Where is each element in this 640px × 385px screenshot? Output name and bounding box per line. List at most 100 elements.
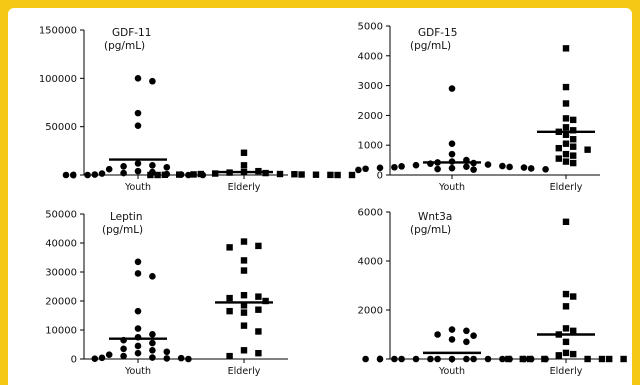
data-point-youth	[463, 355, 470, 363]
y-tick-label: 2000	[358, 111, 383, 122]
y-tick-label: 150000	[39, 26, 77, 37]
data-point-elderly	[226, 244, 233, 251]
data-point-youth	[62, 171, 70, 179]
data-point-youth	[520, 164, 528, 171]
data-point-youth	[120, 163, 127, 170]
data-point-youth	[134, 109, 142, 117]
x-tick-label: Youth	[124, 182, 151, 193]
data-point-elderly	[562, 158, 570, 165]
data-point-youth	[91, 355, 99, 363]
data-point-elderly	[570, 116, 577, 124]
data-point-elderly	[526, 355, 534, 363]
data-point-elderly	[240, 292, 248, 299]
data-point-youth	[134, 349, 142, 357]
data-point-elderly	[240, 347, 248, 354]
data-point-youth	[463, 163, 470, 170]
data-point-elderly	[562, 100, 570, 107]
data-point-youth	[134, 122, 142, 129]
data-point-youth	[463, 338, 470, 346]
data-point-elderly	[312, 171, 320, 178]
data-point-youth	[448, 326, 456, 333]
data-point-elderly	[570, 327, 577, 335]
chart-title: Leptin	[110, 211, 142, 223]
y-tick-label: 40000	[45, 239, 77, 250]
data-point-youth	[542, 166, 549, 173]
x-tick-label: Elderly	[228, 366, 261, 377]
data-point-elderly	[147, 171, 154, 179]
data-point-elderly	[562, 131, 570, 138]
data-point-elderly	[298, 171, 305, 178]
data-point-youth	[434, 165, 441, 173]
chart-unit-label: (pg/mL)	[410, 40, 451, 52]
data-point-youth	[149, 354, 156, 361]
y-tick-label: 2000	[358, 306, 383, 317]
data-point-youth	[448, 150, 456, 158]
data-point-elderly	[620, 355, 627, 363]
data-point-elderly	[161, 171, 168, 179]
data-point-elderly	[555, 352, 562, 359]
data-point-elderly	[562, 349, 570, 357]
data-point-elderly	[255, 242, 262, 250]
y-tick-label: 3000	[358, 81, 383, 92]
data-point-elderly	[291, 171, 298, 178]
chart-unit-label: (pg/mL)	[102, 224, 143, 236]
x-tick-label: Elderly	[550, 182, 583, 193]
data-point-youth	[134, 160, 142, 167]
data-point-elderly	[570, 152, 577, 159]
y-tick-label: 4000	[358, 51, 383, 62]
data-point-elderly	[570, 350, 577, 358]
data-point-youth	[134, 167, 142, 175]
data-point-youth	[163, 163, 171, 171]
data-point-youth	[134, 342, 142, 350]
data-point-elderly	[570, 293, 577, 300]
data-point-elderly	[240, 309, 248, 316]
y-tick-label: 1000	[358, 141, 383, 152]
data-point-youth	[470, 355, 477, 363]
x-tick-label: Youth	[438, 366, 465, 377]
data-point-youth	[391, 163, 398, 171]
data-point-elderly	[584, 355, 591, 363]
chart-unit-label: (pg/mL)	[104, 40, 145, 52]
data-point-elderly	[562, 218, 570, 225]
data-point-elderly	[562, 290, 570, 298]
data-point-youth	[120, 345, 127, 353]
data-point-youth	[412, 161, 420, 169]
x-tick-label: Elderly	[550, 366, 583, 377]
data-point-elderly	[584, 146, 591, 153]
y-tick-label: 100000	[39, 74, 77, 85]
data-point-youth	[120, 169, 127, 177]
data-point-elderly	[519, 355, 526, 363]
data-point-youth	[149, 273, 156, 280]
data-point-elderly	[562, 325, 570, 332]
data-point-elderly	[240, 238, 248, 245]
data-point-elderly	[541, 355, 548, 363]
data-point-youth	[163, 355, 171, 362]
data-point-youth	[149, 162, 156, 169]
y-tick-label: 10000	[45, 326, 77, 337]
data-point-elderly	[570, 159, 577, 167]
data-point-elderly	[255, 328, 262, 335]
data-point-youth	[177, 354, 185, 362]
data-point-elderly	[562, 140, 570, 147]
data-point-elderly	[555, 155, 562, 162]
chart-title: GDF-11	[112, 27, 151, 39]
data-point-youth	[134, 325, 142, 332]
data-point-youth	[376, 164, 384, 172]
data-point-youth	[448, 336, 456, 343]
data-point-elderly	[197, 170, 204, 178]
data-point-youth	[120, 352, 127, 360]
data-point-youth	[362, 165, 369, 173]
data-point-elderly	[570, 127, 577, 134]
data-point-youth	[355, 166, 362, 174]
data-point-elderly	[212, 170, 219, 177]
data-point-elderly	[598, 355, 606, 363]
chart-title: GDF-15	[418, 27, 457, 39]
data-point-elderly	[562, 150, 570, 158]
data-point-elderly	[334, 171, 341, 179]
data-point-youth	[470, 166, 477, 173]
data-point-elderly	[240, 267, 248, 274]
data-point-elderly	[226, 352, 233, 360]
data-point-elderly	[255, 306, 262, 313]
data-point-youth	[484, 355, 492, 363]
data-point-youth	[434, 331, 441, 338]
